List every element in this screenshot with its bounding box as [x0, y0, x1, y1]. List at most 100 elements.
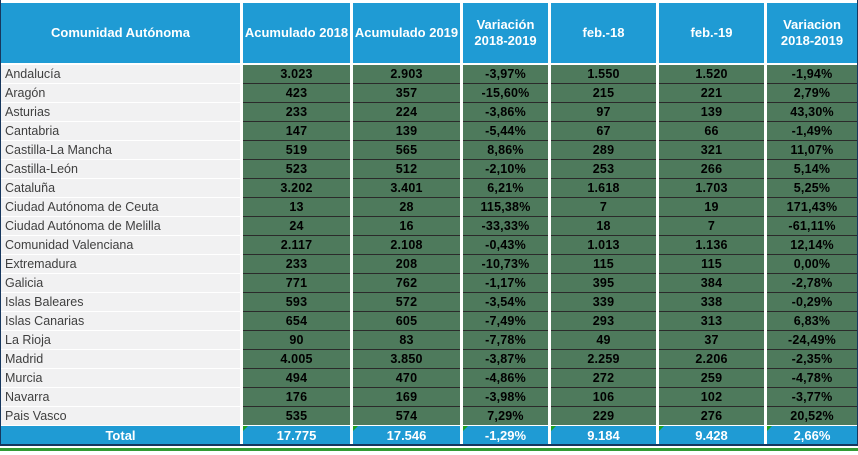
column-header-comunidad-autonoma: Comunidad Autónoma — [1, 3, 240, 63]
row-value: 771 — [243, 274, 350, 293]
table-row: Andalucía 3.023 2.903 -3,97% 1.550 1.520… — [1, 65, 857, 84]
row-value: 0,00% — [767, 255, 857, 274]
row-value: 357 — [353, 84, 460, 103]
row-value: 115,38% — [463, 198, 548, 217]
row-value: 83 — [353, 331, 460, 350]
table-row: Ciudad Autónoma de Ceuta 13 28 115,38% 7… — [1, 198, 857, 217]
row-label: Asturias — [1, 103, 240, 122]
row-label: Navarra — [1, 388, 240, 407]
row-value: 572 — [353, 293, 460, 312]
cell-indicator-icon — [463, 426, 468, 431]
row-value: 2.206 — [659, 350, 764, 369]
row-value: -3,77% — [767, 388, 857, 407]
row-value: 266 — [659, 160, 764, 179]
row-value: 8,86% — [463, 141, 548, 160]
table-row: Comunidad Valenciana 2.117 2.108 -0,43% … — [1, 236, 857, 255]
row-value: 289 — [551, 141, 656, 160]
column-header-acumulado-2019: Acumulado 2019 — [353, 3, 460, 63]
cell-indicator-icon — [551, 426, 556, 431]
row-value: 19 — [659, 198, 764, 217]
row-label: Madrid — [1, 350, 240, 369]
row-value: 3.202 — [243, 179, 350, 198]
row-value: 221 — [659, 84, 764, 103]
row-label: Murcia — [1, 369, 240, 388]
column-header-acumulado-2018: Acumulado 2018 — [243, 3, 350, 63]
column-header-variacion-acumulado: Variación 2018-2019 — [463, 3, 548, 63]
row-value: 4.005 — [243, 350, 350, 369]
row-value: 535 — [243, 407, 350, 426]
row-value: 272 — [551, 369, 656, 388]
table-row: Asturias 233 224 -3,86% 97 139 43,30% — [1, 103, 857, 122]
row-value: 384 — [659, 274, 764, 293]
total-label: Total — [1, 426, 240, 444]
row-value: 229 — [551, 407, 656, 426]
row-value: 1.013 — [551, 236, 656, 255]
total-value: -1,29% — [484, 427, 527, 443]
table-header-row: Comunidad Autónoma Acumulado 2018 Acumul… — [1, 3, 857, 63]
row-value: -4,78% — [767, 369, 857, 388]
row-value: 605 — [353, 312, 460, 331]
row-value: 5,14% — [767, 160, 857, 179]
row-value: 519 — [243, 141, 350, 160]
row-value: 11,07% — [767, 141, 857, 160]
table-row: Cantabria 147 139 -5,44% 67 66 -1,49% — [1, 122, 857, 141]
table-row: Madrid 4.005 3.850 -3,87% 2.259 2.206 -2… — [1, 350, 857, 369]
table-body: Andalucía 3.023 2.903 -3,97% 1.550 1.520… — [1, 65, 857, 426]
table-total-row: Total 17.775 17.546 -1,29% 9.184 9.428 2… — [1, 426, 857, 444]
total-value: 17.775 — [276, 427, 317, 443]
cell-indicator-icon — [353, 426, 358, 431]
row-value: 494 — [243, 369, 350, 388]
row-value: -33,33% — [463, 217, 548, 236]
row-value: 3.401 — [353, 179, 460, 198]
row-value: -1,94% — [767, 65, 857, 84]
column-header-variacion-feb: Variacion 2018-2019 — [767, 3, 857, 63]
row-value: 6,21% — [463, 179, 548, 198]
table-bottom-border — [1, 444, 857, 446]
row-label: Cataluña — [1, 179, 240, 198]
row-value: 423 — [243, 84, 350, 103]
table-row: Aragón 423 357 -15,60% 215 221 2,79% — [1, 84, 857, 103]
table-row: Murcia 494 470 -4,86% 272 259 -4,78% — [1, 369, 857, 388]
bottom-green-underline — [0, 448, 858, 451]
total-value: 2,66% — [793, 427, 831, 443]
row-value: 276 — [659, 407, 764, 426]
row-value: 66 — [659, 122, 764, 141]
total-value: 9.184 — [587, 427, 620, 443]
row-value: 338 — [659, 293, 764, 312]
row-value: 224 — [353, 103, 460, 122]
row-value: 24 — [243, 217, 350, 236]
row-value: 654 — [243, 312, 350, 331]
row-value: 762 — [353, 274, 460, 293]
table-row: Extremadura 233 208 -10,73% 115 115 0,00… — [1, 255, 857, 274]
table-row: Castilla-La Mancha 519 565 8,86% 289 321… — [1, 141, 857, 160]
row-value: 2.903 — [353, 65, 460, 84]
row-value: 49 — [551, 331, 656, 350]
row-value: 523 — [243, 160, 350, 179]
row-value: 321 — [659, 141, 764, 160]
row-value: 37 — [659, 331, 764, 350]
row-value: 2,79% — [767, 84, 857, 103]
row-value: -3,54% — [463, 293, 548, 312]
row-value: 512 — [353, 160, 460, 179]
total-feb-18: 9.184 — [551, 426, 656, 444]
row-value: 313 — [659, 312, 764, 331]
table-row: Islas Canarias 654 605 -7,49% 293 313 6,… — [1, 312, 857, 331]
row-value: 7 — [551, 198, 656, 217]
cell-indicator-icon — [659, 426, 664, 431]
total-variacion-acumulado: -1,29% — [463, 426, 548, 444]
row-value: 139 — [353, 122, 460, 141]
row-value: -3,98% — [463, 388, 548, 407]
row-value: 1.618 — [551, 179, 656, 198]
row-value: 169 — [353, 388, 460, 407]
row-label: Comunidad Valenciana — [1, 236, 240, 255]
row-value: -0,43% — [463, 236, 548, 255]
row-value: 176 — [243, 388, 350, 407]
row-value: 2.108 — [353, 236, 460, 255]
total-feb-19: 9.428 — [659, 426, 764, 444]
row-value: 293 — [551, 312, 656, 331]
row-value: -2,35% — [767, 350, 857, 369]
row-label: Cantabria — [1, 122, 240, 141]
row-value: -7,49% — [463, 312, 548, 331]
table-row: Islas Baleares 593 572 -3,54% 339 338 -0… — [1, 293, 857, 312]
